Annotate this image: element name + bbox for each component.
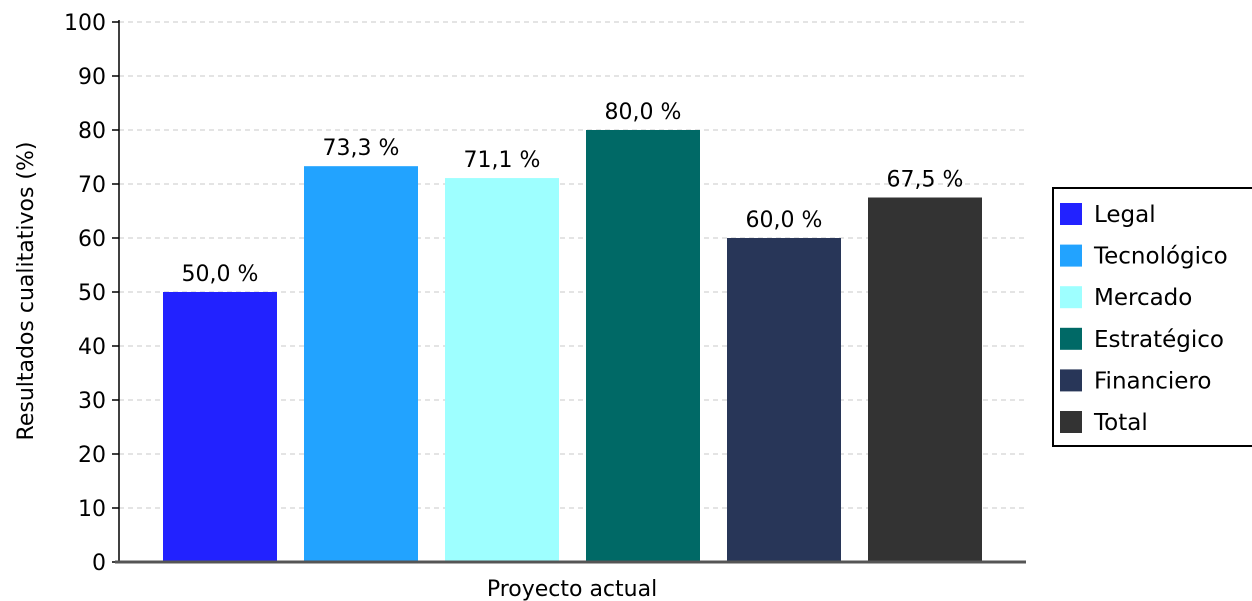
y-tick-label: 40 [78, 335, 106, 360]
data-label: 71,1 % [464, 148, 541, 173]
y-tick-label: 80 [78, 119, 106, 144]
data-labels: 50,0 % 73,3 % 71,1 % 80,0 % 60,0 % 67,5 % [182, 100, 964, 287]
bars [163, 130, 982, 562]
bar-1 [304, 166, 418, 562]
y-tick-label: 20 [78, 443, 106, 468]
legend-item-label: Legal [1094, 202, 1156, 228]
y-tick-label: 90 [78, 65, 106, 90]
bar-4 [727, 238, 841, 562]
y-axis: 0 10 20 30 40 50 60 70 80 90 100 [64, 11, 1026, 576]
legend-item-label: Total [1093, 410, 1148, 436]
y-tick-label: 100 [64, 11, 106, 36]
y-tick-label: 50 [78, 281, 106, 306]
data-label: 67,5 % [887, 168, 964, 193]
y-tick-label: 60 [78, 227, 106, 252]
bar-0 [163, 292, 277, 562]
legend-box [1052, 187, 1252, 447]
y-axis-title: Resultados cualitativos (%) [14, 142, 39, 441]
legend-swatch [1060, 203, 1082, 225]
legend-swatch [1060, 411, 1082, 433]
data-label: 73,3 % [323, 136, 400, 161]
legend-swatch [1060, 286, 1082, 309]
x-axis-title: Proyecto actual [487, 577, 657, 601]
legend-item-label: Financiero [1094, 368, 1211, 394]
legend-swatch [1060, 244, 1082, 267]
bar-3 [586, 130, 700, 562]
legend: Legal Tecnológico Mercado Estratégico Financ… [1052, 187, 1252, 447]
y-tick-label: 0 [92, 551, 106, 576]
data-label: 80,0 % [605, 100, 682, 125]
legend-item-label: Tecnológico [1093, 244, 1228, 270]
legend-swatch [1060, 369, 1082, 392]
y-tick-label: 70 [78, 173, 106, 198]
gridlines [119, 21, 1026, 509]
y-tick-label: 30 [78, 389, 106, 414]
data-label: 50,0 % [182, 262, 259, 287]
y-tick-label: 10 [78, 497, 106, 522]
bar-2 [445, 178, 559, 562]
bar-5 [868, 197, 982, 562]
legend-swatch [1060, 327, 1082, 350]
legend-item-label: Estratégico [1094, 327, 1224, 353]
data-label: 60,0 % [746, 208, 823, 233]
legend-item-label: Mercado [1094, 285, 1192, 311]
